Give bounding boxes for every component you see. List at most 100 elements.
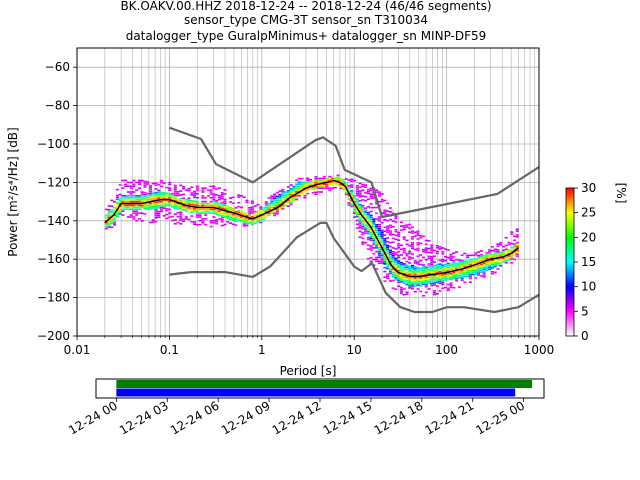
density-cell xyxy=(391,250,395,253)
density-cell xyxy=(264,206,268,209)
density-cell xyxy=(424,280,428,282)
density-cell xyxy=(380,243,384,245)
density-cell xyxy=(209,220,213,222)
density-cell xyxy=(433,274,437,277)
density-cell xyxy=(496,243,500,245)
density-cell xyxy=(386,240,390,243)
density-cell xyxy=(430,271,434,273)
density-cell xyxy=(198,216,202,218)
density-cell xyxy=(427,278,431,281)
density-cell xyxy=(206,195,210,197)
density-cell xyxy=(195,187,199,189)
density-cell xyxy=(441,247,445,249)
density-cell xyxy=(182,218,186,221)
density-cell xyxy=(427,288,431,290)
density-cell xyxy=(372,224,376,226)
series-lines xyxy=(104,126,540,314)
density-cell xyxy=(297,195,301,197)
density-cell xyxy=(377,262,381,264)
density-cell xyxy=(471,268,475,270)
density-cell xyxy=(217,214,221,216)
density-cell xyxy=(342,186,346,189)
density-cell xyxy=(366,227,370,229)
density-cell xyxy=(204,202,208,205)
density-cell xyxy=(452,267,456,270)
density-cell xyxy=(402,224,406,227)
density-cell xyxy=(482,270,486,272)
density-cell xyxy=(184,198,188,201)
density-cell xyxy=(212,210,216,213)
density-cell xyxy=(113,208,117,211)
density-cell xyxy=(140,220,144,222)
density-cell xyxy=(259,212,263,214)
density-cell xyxy=(421,294,426,297)
density-cell xyxy=(350,201,354,204)
density-cell xyxy=(104,225,108,228)
density-cell xyxy=(339,185,343,188)
density-cell xyxy=(201,187,205,189)
density-cell xyxy=(212,193,216,195)
density-cell xyxy=(171,196,175,199)
density-cell xyxy=(493,260,497,262)
density-cell xyxy=(380,258,384,260)
density-cell xyxy=(405,239,409,242)
density-cell xyxy=(435,268,439,270)
density-cell xyxy=(253,220,257,223)
density-cell xyxy=(113,218,117,220)
density-cell xyxy=(168,212,172,215)
density-cell xyxy=(490,253,494,256)
density-cell xyxy=(306,179,310,182)
density-cell xyxy=(217,187,221,189)
density-cell xyxy=(383,276,387,279)
density-cell xyxy=(410,226,414,229)
density-cell xyxy=(386,202,390,205)
density-cell xyxy=(104,214,108,216)
density-cell xyxy=(380,212,384,214)
density-cell xyxy=(435,292,439,295)
density-cell xyxy=(333,181,337,183)
timeline-tick-label: 12-24 09 xyxy=(219,398,273,437)
density-cell xyxy=(460,277,464,279)
density-cell xyxy=(444,259,448,262)
density-cell xyxy=(135,208,139,211)
density-cell xyxy=(259,206,263,208)
density-cell xyxy=(477,260,481,263)
density-cell xyxy=(248,218,252,220)
density-cell xyxy=(234,207,238,209)
density-cell xyxy=(143,205,147,208)
density-cell xyxy=(187,203,191,205)
density-cell xyxy=(151,192,155,195)
density-cell xyxy=(471,269,475,272)
density-cell xyxy=(333,179,337,181)
density-cell xyxy=(154,201,158,204)
density-cell xyxy=(501,259,506,261)
density-cell xyxy=(355,202,359,204)
density-cell xyxy=(193,194,197,197)
density-cell xyxy=(402,257,406,260)
density-cell xyxy=(477,268,481,271)
density-cell xyxy=(173,223,177,225)
density-cell xyxy=(217,206,221,209)
density-cell xyxy=(159,191,164,193)
density-cell xyxy=(410,287,414,290)
density-cell xyxy=(292,185,296,188)
density-cell xyxy=(198,204,202,207)
density-cell xyxy=(496,254,500,257)
density-cell xyxy=(275,199,279,202)
density-cell xyxy=(126,216,130,218)
density-cell xyxy=(350,205,354,208)
density-cell xyxy=(361,185,365,188)
density-cell xyxy=(350,180,354,183)
density-cell xyxy=(195,216,199,218)
density-cell xyxy=(168,200,172,203)
density-cell xyxy=(504,250,508,253)
density-cell xyxy=(187,209,191,211)
density-cell xyxy=(162,195,166,198)
density-cell xyxy=(137,200,141,203)
density-cell xyxy=(220,201,224,204)
density-cell xyxy=(135,181,139,184)
density-cell xyxy=(512,249,517,251)
density-cell xyxy=(132,196,136,199)
density-cell xyxy=(267,208,271,211)
density-cell xyxy=(215,194,219,196)
